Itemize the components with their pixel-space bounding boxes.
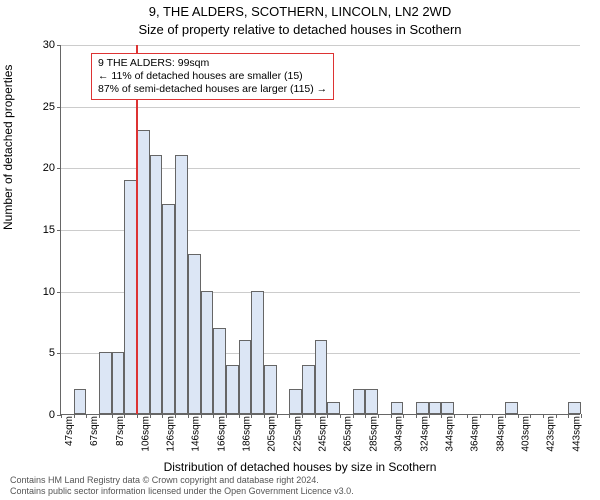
xtick-label: 285sqm xyxy=(364,414,379,452)
xtick-label: 324sqm xyxy=(415,414,430,452)
xtick-label: 87sqm xyxy=(111,414,126,446)
annotation-box: 9 THE ALDERS: 99sqm← 11% of detached hou… xyxy=(91,53,334,100)
xtick-label: 67sqm xyxy=(85,414,100,446)
histogram-bar xyxy=(150,155,163,414)
histogram-bar xyxy=(239,340,252,414)
histogram-bar xyxy=(264,365,277,414)
plot-area: 05101520253047sqm67sqm87sqm106sqm126sqm1… xyxy=(60,45,580,415)
xtick-label: 403sqm xyxy=(517,414,532,452)
histogram-bar xyxy=(315,340,328,414)
histogram-bar xyxy=(162,204,175,414)
histogram-bar xyxy=(99,352,112,414)
annotation-line-3: 87% of semi-detached houses are larger (… xyxy=(98,83,327,96)
histogram-bar xyxy=(188,254,201,414)
histogram-bar xyxy=(175,155,188,414)
xtick-label: 205sqm xyxy=(263,414,278,452)
xtick-label: 106sqm xyxy=(136,414,151,452)
footer-line-2: Contains public sector information licen… xyxy=(10,486,354,496)
xtick-label: 265sqm xyxy=(339,414,354,452)
histogram-bar xyxy=(391,402,404,414)
xtick-label: 304sqm xyxy=(390,414,405,452)
xtick-label: 364sqm xyxy=(466,414,481,452)
xtick-label: 47sqm xyxy=(60,414,75,446)
gridline xyxy=(61,107,580,108)
ytick-label: 10 xyxy=(25,286,61,298)
xtick-label: 344sqm xyxy=(441,414,456,452)
xtick-label: 225sqm xyxy=(288,414,303,452)
chart-figure: 9, THE ALDERS, SCOTHERN, LINCOLN, LN2 2W… xyxy=(0,0,600,500)
chart-title-main: 9, THE ALDERS, SCOTHERN, LINCOLN, LN2 2W… xyxy=(0,4,600,19)
xtick-label: 166sqm xyxy=(212,414,227,452)
histogram-bar xyxy=(327,402,340,414)
histogram-bar xyxy=(302,365,315,414)
ytick-label: 30 xyxy=(25,39,61,51)
annotation-line-2: ← 11% of detached houses are smaller (15… xyxy=(98,70,327,83)
ytick-label: 25 xyxy=(25,101,61,113)
histogram-bar xyxy=(201,291,214,414)
ytick-label: 15 xyxy=(25,224,61,236)
histogram-bar xyxy=(137,130,150,414)
histogram-bar xyxy=(213,328,226,414)
histogram-bar xyxy=(74,389,87,414)
chart-title-sub: Size of property relative to detached ho… xyxy=(0,22,600,37)
histogram-bar xyxy=(251,291,264,414)
xtick-label: 423sqm xyxy=(542,414,557,452)
histogram-bar xyxy=(429,402,442,414)
xtick-label: 384sqm xyxy=(491,414,506,452)
xtick-label: 443sqm xyxy=(567,414,582,452)
xtick-label: 245sqm xyxy=(314,414,329,452)
histogram-bar xyxy=(226,365,239,414)
xtick-label: 126sqm xyxy=(161,414,176,452)
x-axis-label: Distribution of detached houses by size … xyxy=(0,460,600,474)
histogram-bar xyxy=(505,402,518,414)
histogram-bar xyxy=(289,389,302,414)
xtick-label: 186sqm xyxy=(238,414,253,452)
footer-line-1: Contains HM Land Registry data © Crown c… xyxy=(10,475,354,485)
y-axis-label: Number of detached properties xyxy=(1,65,15,230)
gridline xyxy=(61,45,580,46)
histogram-bar xyxy=(353,389,366,414)
histogram-bar xyxy=(416,402,429,414)
xtick-label: 146sqm xyxy=(187,414,202,452)
ytick-label: 0 xyxy=(25,409,61,421)
histogram-bar xyxy=(365,389,378,414)
ytick-label: 5 xyxy=(25,347,61,359)
ytick-label: 20 xyxy=(25,162,61,174)
histogram-bar xyxy=(112,352,125,414)
annotation-line-1: 9 THE ALDERS: 99sqm xyxy=(98,57,327,70)
footer-attribution: Contains HM Land Registry data © Crown c… xyxy=(10,475,354,496)
histogram-bar xyxy=(568,402,581,414)
histogram-bar xyxy=(441,402,454,414)
